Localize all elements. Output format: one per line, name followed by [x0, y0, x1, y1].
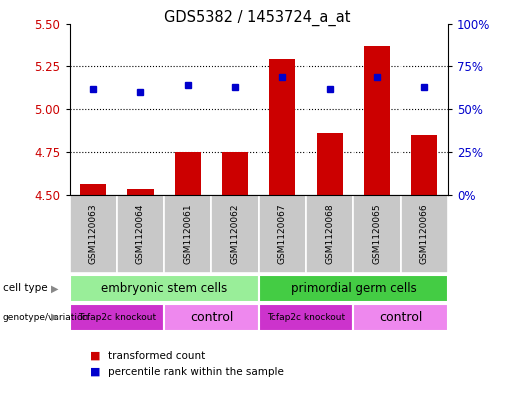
Text: GDS5382 / 1453724_a_at: GDS5382 / 1453724_a_at	[164, 10, 351, 26]
Text: genotype/variation: genotype/variation	[3, 313, 89, 321]
Bar	[164, 304, 259, 331]
Bar	[259, 304, 353, 331]
Bar	[80, 184, 106, 195]
Text: cell type: cell type	[3, 283, 47, 294]
Text: GSM1120064: GSM1120064	[136, 204, 145, 264]
Text: GSM1120063: GSM1120063	[89, 204, 98, 264]
Bar	[269, 59, 296, 195]
Text: control: control	[379, 310, 422, 324]
Text: Tcfap2c knockout: Tcfap2c knockout	[78, 313, 156, 321]
Text: percentile rank within the sample: percentile rank within the sample	[108, 367, 284, 377]
Bar	[175, 152, 201, 195]
Text: Tcfap2c knockout: Tcfap2c knockout	[267, 313, 345, 321]
Bar	[317, 133, 343, 195]
Text: GSM1120062: GSM1120062	[231, 204, 239, 264]
Text: GSM1120068: GSM1120068	[325, 204, 334, 264]
Bar	[411, 135, 437, 195]
Text: control: control	[190, 310, 233, 324]
Bar	[259, 275, 448, 302]
Text: embryonic stem cells: embryonic stem cells	[101, 282, 227, 295]
Bar	[259, 195, 306, 273]
Text: GSM1120067: GSM1120067	[278, 204, 287, 264]
Bar	[212, 195, 259, 273]
Text: GSM1120065: GSM1120065	[372, 204, 382, 264]
Text: transformed count: transformed count	[108, 351, 205, 361]
Bar	[353, 304, 448, 331]
Text: ▶: ▶	[50, 312, 58, 322]
Bar	[306, 195, 353, 273]
Bar	[222, 152, 248, 195]
Text: GSM1120061: GSM1120061	[183, 204, 192, 264]
Bar	[128, 189, 153, 195]
Bar	[401, 195, 448, 273]
Bar	[117, 195, 164, 273]
Bar	[70, 275, 259, 302]
Bar	[70, 304, 164, 331]
Text: ■: ■	[90, 367, 100, 377]
Bar	[164, 195, 212, 273]
Text: ▶: ▶	[50, 283, 58, 294]
Bar	[70, 195, 117, 273]
Text: ■: ■	[90, 351, 100, 361]
Text: GSM1120066: GSM1120066	[420, 204, 429, 264]
Bar	[364, 46, 390, 195]
Bar	[353, 195, 401, 273]
Text: primordial germ cells: primordial germ cells	[290, 282, 416, 295]
